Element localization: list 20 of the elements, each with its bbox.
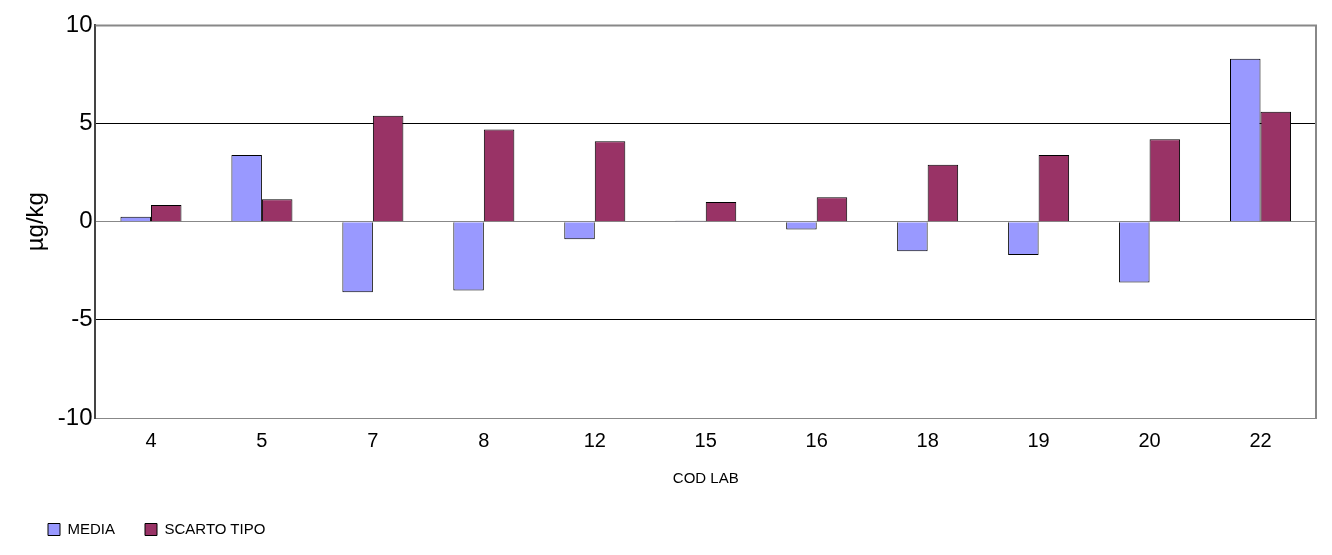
x-tick-label: 8 [478,428,490,451]
x-tick-label: 19 [1027,428,1050,451]
y-axis-title: µg/kg [21,192,49,252]
x-axis-title: COD LAB [672,469,739,487]
y-tick-label: 10 [65,10,93,38]
x-tick-label: 12 [583,428,606,451]
x-tick-label: 4 [145,428,157,451]
legend-label: SCARTO TIPO [164,519,266,537]
y-tick-label: -10 [57,402,93,430]
x-tick-label: 15 [694,428,717,451]
y-tick-label: 5 [79,108,93,136]
x-tick-label: 22 [1249,428,1272,451]
x-tick-label: 5 [256,428,268,451]
y-tick-label: 0 [79,206,93,234]
x-tick-label: 20 [1138,428,1161,451]
x-tick-label: 7 [367,428,379,451]
x-tick-label: 16 [805,428,828,451]
x-tick-label: 18 [916,428,939,451]
y-tick-label: -5 [71,304,93,332]
legend-label: MEDIA [67,519,116,537]
